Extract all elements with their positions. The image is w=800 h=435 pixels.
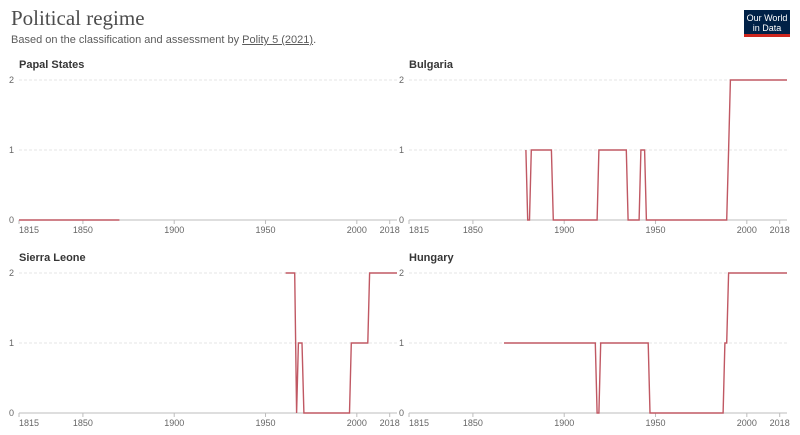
x-tick-label: 1900 bbox=[554, 225, 574, 235]
x-tick-label: 2000 bbox=[737, 225, 757, 235]
x-tick-label: 1950 bbox=[646, 225, 666, 235]
y-tick-label: 1 bbox=[399, 145, 404, 155]
y-tick-label: 0 bbox=[399, 408, 404, 418]
panel-bulgaria: Bulgaria 0 1 2 1815 1850 1900 1950 2000 2018 bbox=[399, 59, 790, 235]
panel-title: Papal States bbox=[19, 59, 84, 71]
series-line[interactable] bbox=[285, 272, 397, 414]
panel-title: Hungary bbox=[409, 252, 455, 264]
x-tick-label: 2018 bbox=[380, 418, 400, 428]
panel-title: Sierra Leone bbox=[19, 252, 86, 264]
chart-title: Political regime bbox=[11, 6, 145, 30]
panel-title: Bulgaria bbox=[409, 59, 454, 71]
x-tick-label: 2000 bbox=[347, 225, 367, 235]
x-tick-label: 2000 bbox=[347, 418, 367, 428]
logo-line-1: Our World bbox=[746, 13, 788, 23]
source-link[interactable]: Polity 5 (2021) bbox=[242, 34, 314, 46]
logo-line-2: in Data bbox=[752, 23, 782, 33]
x-tick-label: 1850 bbox=[463, 225, 483, 235]
x-tick-label: 1950 bbox=[256, 225, 276, 235]
x-tick-label: 1850 bbox=[73, 418, 93, 428]
x-tick-label: 2018 bbox=[380, 225, 400, 235]
y-tick-label: 2 bbox=[399, 75, 404, 85]
subtitle-end: . bbox=[313, 34, 317, 46]
y-tick-label: 2 bbox=[9, 75, 14, 85]
series-line[interactable] bbox=[525, 79, 787, 221]
x-tick-label: 1815 bbox=[409, 225, 429, 235]
x-tick-label: 1815 bbox=[409, 418, 429, 428]
x-tick-label: 2000 bbox=[737, 418, 757, 428]
x-tick-label: 1850 bbox=[73, 225, 93, 235]
y-tick-label: 0 bbox=[399, 215, 404, 225]
subtitle-text: Based on the classification and assessme… bbox=[11, 34, 243, 46]
x-tick-label: 2018 bbox=[770, 418, 790, 428]
x-tick-label: 1815 bbox=[19, 418, 39, 428]
x-tick-label: 1950 bbox=[256, 418, 276, 428]
x-tick-label: 2018 bbox=[770, 225, 790, 235]
y-tick-label: 1 bbox=[399, 338, 404, 348]
series-line[interactable] bbox=[504, 272, 787, 414]
x-tick-label: 1850 bbox=[463, 418, 483, 428]
y-tick-label: 0 bbox=[9, 215, 14, 225]
panel-hungary: Hungary 0 1 2 1815 1850 1900 1950 2000 2018 bbox=[399, 252, 790, 428]
owid-logo[interactable]: Our World in Data bbox=[744, 10, 790, 37]
y-tick-label: 1 bbox=[9, 338, 14, 348]
y-tick-label: 2 bbox=[399, 268, 404, 278]
y-tick-label: 1 bbox=[9, 145, 14, 155]
x-tick-label: 1815 bbox=[19, 225, 39, 235]
x-tick-label: 1900 bbox=[164, 225, 184, 235]
y-tick-label: 0 bbox=[9, 408, 14, 418]
panel-sierra-leone: Sierra Leone 0 1 2 1815 1850 1900 1950 2000 2018 bbox=[9, 252, 400, 428]
x-tick-label: 1900 bbox=[554, 418, 574, 428]
chart-subtitle: Based on the classification and assessme… bbox=[11, 34, 316, 46]
x-tick-label: 1950 bbox=[646, 418, 666, 428]
x-tick-label: 1900 bbox=[164, 418, 184, 428]
panel-papal-states: Papal States 0 1 2 1815 1850 1900 1950 2000 2018 bbox=[9, 59, 400, 235]
y-tick-label: 2 bbox=[9, 268, 14, 278]
